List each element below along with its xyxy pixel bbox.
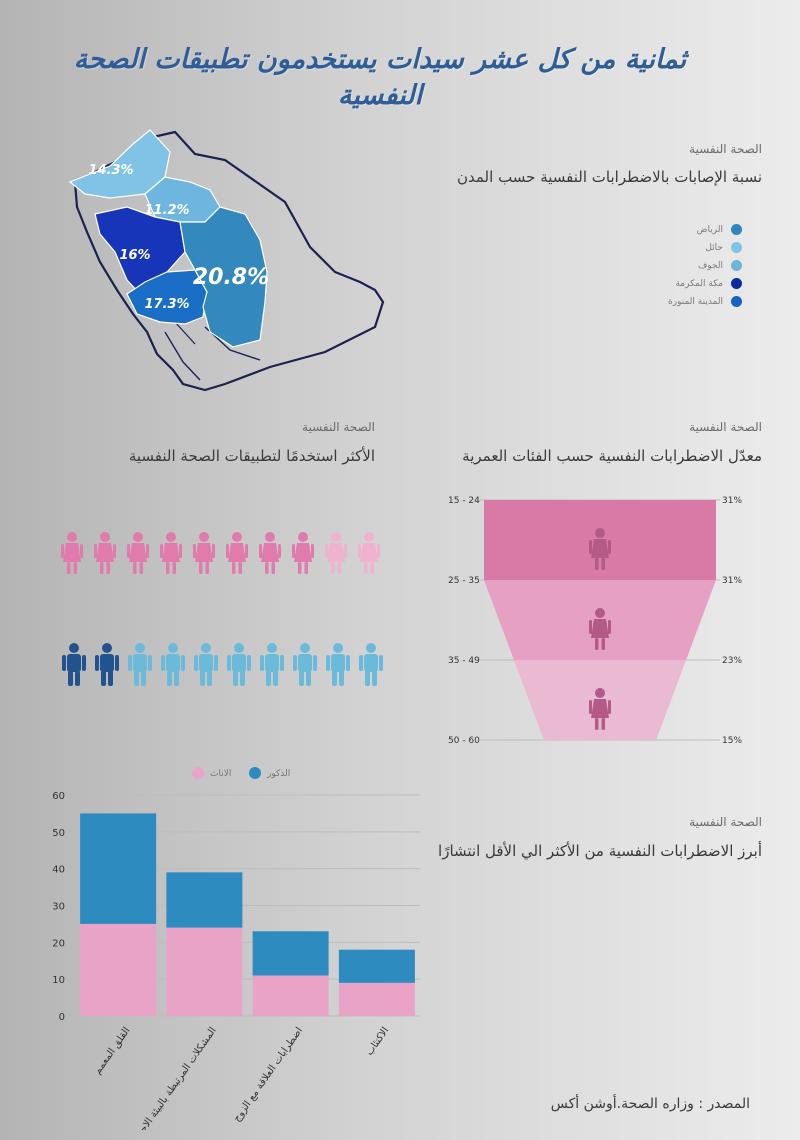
man-icon xyxy=(293,643,317,686)
legend-item-jawf: الجوف xyxy=(698,260,742,271)
man-icon xyxy=(128,643,152,686)
region-label-madinah: 17.3% xyxy=(144,297,189,312)
bar-segment xyxy=(252,975,329,1016)
region-riyadh xyxy=(179,206,268,348)
woman-icon xyxy=(226,532,248,574)
bar-segment xyxy=(80,813,157,924)
bar-segment xyxy=(252,931,329,976)
man-icon xyxy=(62,643,86,686)
woman-icon xyxy=(61,532,83,574)
woman-icon xyxy=(589,688,611,730)
x-tick-label: اضطرابات العلاقة مع الزوج xyxy=(231,1025,305,1124)
woman-icon xyxy=(94,532,116,574)
woman-icon xyxy=(292,532,314,574)
legend-dot xyxy=(731,224,742,235)
man-icon xyxy=(161,643,185,686)
map-kicker: الصحة النفسية xyxy=(689,142,762,156)
people-pictogram xyxy=(61,532,383,686)
legend-label-female: الاناث xyxy=(210,769,231,779)
y-tick-label: 0 xyxy=(59,1012,65,1023)
man-icon xyxy=(227,643,251,686)
x-tick-label: الاكتئاب xyxy=(364,1025,391,1057)
legend-dot xyxy=(731,278,742,289)
man-icon xyxy=(326,643,350,686)
man-icon xyxy=(260,643,284,686)
people-title: الأكثر استخدمًا لتطبيقات الصحة النفسية xyxy=(128,447,375,465)
chart-legend: الاناث الذكور xyxy=(192,767,290,779)
legend-item-hail: حائل xyxy=(705,242,742,253)
disorders-kicker: الصحة النفسية xyxy=(689,815,762,829)
legend-dot-female xyxy=(192,767,204,779)
age-label: 50 - 60 xyxy=(448,736,480,746)
woman-icon xyxy=(259,532,281,574)
people-kicker: الصحة النفسية xyxy=(302,420,375,434)
bar-segment xyxy=(338,949,415,983)
legend-dot-male xyxy=(249,767,261,779)
y-tick-label: 60 xyxy=(52,791,65,802)
age-label: 25 - 35 xyxy=(448,576,480,586)
legend-dot xyxy=(731,242,742,253)
age-label: 35 - 49 xyxy=(448,656,480,666)
y-tick-label: 40 xyxy=(52,865,65,876)
y-tick-label: 50 xyxy=(52,828,65,839)
legend-dot xyxy=(731,260,742,271)
woman-icon xyxy=(127,532,149,574)
x-tick-label: القلق المعمم xyxy=(92,1025,132,1076)
page-title: ثمانية من كل عشر سيدات يستخدمون تطبيقات … xyxy=(73,44,687,111)
age-label: 15 - 24 xyxy=(448,496,480,506)
legend-item-riyadh: الرياض xyxy=(697,224,742,235)
woman-icon xyxy=(589,528,611,570)
saudi-map: 14.3% 11.2% 16% 17.3% 20.8% xyxy=(68,129,385,392)
age-pct-label: 31% xyxy=(722,576,742,586)
disorders-title: أبرز الاضطرابات النفسية من الأكثر الي ال… xyxy=(438,842,762,860)
region-jawf xyxy=(68,129,171,199)
man-icon xyxy=(95,643,119,686)
bar-segment xyxy=(338,982,415,1016)
age-pct-label: 15% xyxy=(722,736,742,746)
woman-icon xyxy=(193,532,215,574)
man-icon xyxy=(359,643,383,686)
bar-segment xyxy=(166,927,243,1016)
age-pct-label: 31% xyxy=(722,496,742,506)
age-pct-label: 23% xyxy=(722,656,742,666)
bar-segment xyxy=(166,872,243,928)
y-tick-label: 10 xyxy=(52,975,65,986)
bar-segment xyxy=(80,923,157,1016)
legend-item-madinah: المدينة المنورة xyxy=(668,296,742,307)
woman-icon xyxy=(325,532,347,574)
legend-dot xyxy=(731,296,742,307)
y-tick-label: 30 xyxy=(52,902,65,913)
woman-icon xyxy=(589,608,611,650)
woman-icon xyxy=(358,532,380,574)
legend-item-makkah: مكة المكرمة xyxy=(675,278,742,289)
y-tick-label: 20 xyxy=(52,938,65,949)
region-label-hail: 11.2% xyxy=(144,203,189,218)
region-label-riyadh: 20.8% xyxy=(193,265,269,290)
source-text: المصدر : وزاره الصحة.أوشن أكس xyxy=(550,1096,750,1112)
x-tick-label: المشكلات المرتبطة بالبيئة الاجتماعية xyxy=(123,1025,219,1130)
woman-icon xyxy=(160,532,182,574)
age-funnel-chart: 15 - 24 25 - 35 35 - 49 50 - 60 31% 31% … xyxy=(448,496,742,746)
country-outline xyxy=(73,130,385,392)
age-kicker: الصحة النفسية xyxy=(689,420,762,434)
map-title: نسبة الإصابات بالاضطرابات النفسية حسب ال… xyxy=(457,168,762,186)
region-label-jawf: 14.3% xyxy=(88,163,133,178)
man-icon xyxy=(194,643,218,686)
region-label-makkah: 16% xyxy=(119,248,150,263)
age-title: معدّل الاضطرابات النفسية حسب الفئات العم… xyxy=(462,447,762,465)
legend-label-male: الذكور xyxy=(266,769,290,779)
